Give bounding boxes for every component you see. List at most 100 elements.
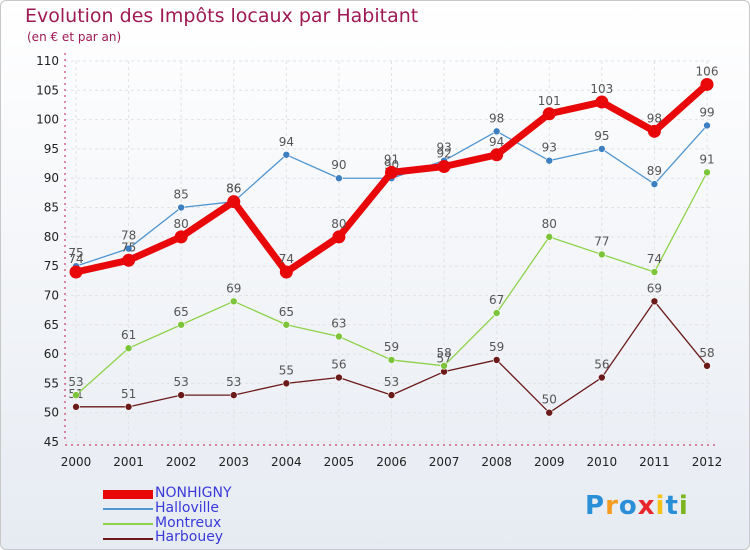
logo-letter: t: [665, 491, 679, 521]
data-point-nonhigny: [595, 95, 609, 109]
legend-swatch-nonhigny: [103, 490, 153, 499]
data-point-halloville: [124, 244, 133, 253]
data-point-montreux: [72, 391, 80, 399]
data-point-harbouey: [703, 361, 711, 370]
logo-letter: o: [618, 491, 638, 521]
data-label-harbouey: 53: [226, 375, 241, 389]
data-point-montreux: [598, 250, 606, 259]
data-label-halloville: 90: [331, 158, 346, 172]
data-point-halloville: [650, 180, 659, 188]
data-label-harbouey: 51: [121, 387, 136, 401]
legend-label-montreux: Montreux: [155, 515, 222, 531]
legend-swatch-montreux: [103, 523, 153, 525]
x-tick-label: 2003: [218, 455, 249, 469]
legend-swatch-harbouey: [103, 538, 153, 540]
data-point-nonhigny: [279, 265, 293, 279]
y-tick-label: 95: [44, 142, 59, 156]
data-point-montreux: [124, 344, 133, 353]
data-label-nonhigny: 92: [436, 147, 451, 161]
data-label-nonhigny: 106: [696, 64, 719, 78]
y-tick-label: 80: [44, 230, 59, 244]
data-point-montreux: [440, 361, 448, 370]
chart-subtitle: (en € et par an): [27, 30, 122, 44]
y-tick-label: 70: [44, 288, 59, 302]
data-label-nonhigny: 94: [489, 135, 504, 149]
data-label-nonhigny: 101: [538, 94, 561, 108]
y-tick-label: 55: [44, 376, 59, 390]
data-point-harbouey: [387, 391, 396, 399]
data-label-halloville: 94: [279, 135, 294, 149]
data-label-harbouey: 53: [384, 375, 399, 389]
data-point-nonhigny: [69, 265, 83, 279]
data-label-halloville: 78: [121, 229, 136, 243]
data-point-halloville: [703, 121, 711, 130]
data-point-harbouey: [545, 408, 554, 417]
data-label-montreux: 53: [68, 375, 83, 389]
y-tick-label: 85: [44, 201, 59, 215]
data-label-halloville: 99: [699, 105, 714, 119]
data-point-nonhigny: [542, 107, 556, 121]
data-label-montreux: 63: [331, 316, 346, 330]
data-point-montreux: [492, 309, 501, 317]
x-tick-label: 2004: [271, 455, 302, 469]
data-label-montreux: 80: [542, 217, 557, 231]
legend-label-nonhigny: NONHIGNY: [155, 485, 232, 501]
legend-label-halloville: Halloville: [155, 500, 220, 516]
data-point-harbouey: [282, 379, 291, 388]
y-tick-label: 65: [44, 318, 59, 332]
legend-swatch-halloville: [103, 508, 153, 510]
data-label-montreux: 91: [699, 152, 714, 166]
data-point-nonhigny: [385, 165, 398, 179]
data-label-montreux: 65: [174, 305, 189, 319]
data-label-harbouey: 55: [279, 363, 294, 377]
data-point-montreux: [703, 168, 711, 177]
y-tick-label: 90: [44, 171, 59, 185]
data-point-montreux: [545, 233, 554, 241]
logo-letter: r: [605, 491, 619, 521]
data-point-harbouey: [72, 403, 80, 411]
data-label-harbouey: 53: [174, 375, 189, 389]
data-label-halloville: 85: [174, 188, 189, 202]
y-tick-label: 110: [36, 54, 59, 68]
x-tick-label: 2006: [376, 455, 407, 469]
data-label-halloville: 89: [647, 164, 662, 178]
data-point-harbouey: [229, 391, 238, 399]
data-point-harbouey: [650, 297, 659, 306]
logo-letter: P: [585, 491, 606, 521]
data-point-harbouey: [492, 356, 501, 364]
data-label-montreux: 67: [489, 293, 504, 307]
data-label-harbouey: 56: [331, 358, 346, 372]
x-tick-label: 2007: [429, 455, 460, 469]
data-point-halloville: [545, 156, 554, 165]
data-label-halloville: 75: [68, 246, 83, 260]
x-tick-label: 2008: [481, 455, 512, 469]
data-point-halloville: [598, 145, 606, 153]
y-tick-label: 50: [44, 406, 59, 420]
x-tick-label: 2000: [61, 455, 92, 469]
data-point-halloville: [492, 127, 501, 136]
data-label-harbouey: 56: [594, 358, 609, 372]
data-label-harbouey: 58: [699, 346, 714, 360]
logo-letter: i: [678, 491, 689, 521]
data-label-nonhigny: 80: [331, 217, 346, 231]
data-point-montreux: [387, 356, 396, 364]
data-point-nonhigny: [332, 230, 346, 244]
legend-label-harbouey: Harbouey: [155, 529, 224, 545]
data-point-halloville: [177, 203, 185, 212]
data-label-montreux: 69: [226, 281, 241, 295]
data-label-nonhigny: 74: [279, 252, 294, 266]
data-point-montreux: [282, 320, 291, 329]
data-label-montreux: 58: [436, 346, 451, 360]
data-label-nonhigny: 86: [226, 182, 241, 196]
x-tick-label: 2010: [587, 455, 618, 469]
data-label-montreux: 74: [647, 252, 662, 266]
x-tick-label: 2002: [166, 455, 197, 469]
proxiti-logo: Proxiti: [585, 491, 689, 521]
logo-letter: x: [637, 491, 656, 521]
data-label-nonhigny: 80: [174, 217, 189, 231]
x-tick-label: 2011: [639, 455, 670, 469]
data-point-nonhigny: [700, 77, 714, 91]
data-point-montreux: [650, 268, 659, 276]
